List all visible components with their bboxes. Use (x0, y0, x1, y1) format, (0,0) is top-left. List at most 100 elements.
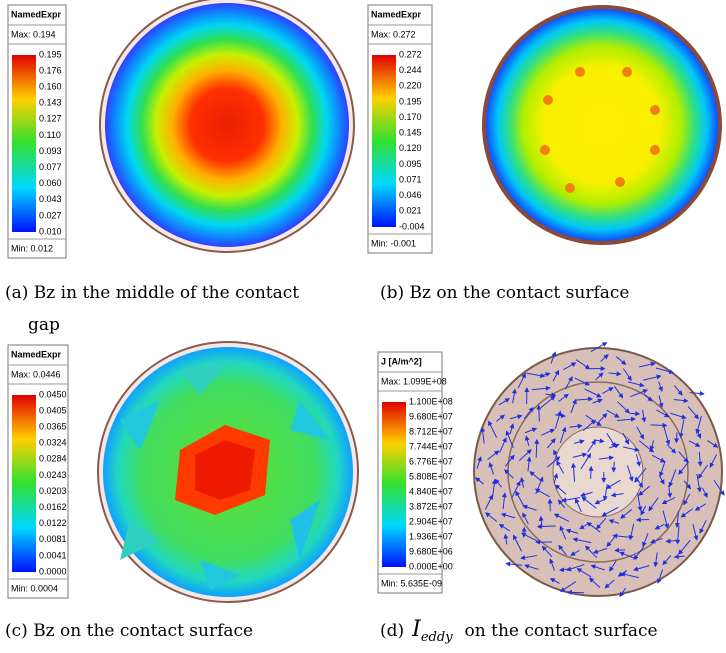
arrow (595, 517, 607, 530)
arrow (499, 437, 507, 453)
legend-label: 0.220 (399, 81, 422, 91)
arrow (503, 533, 509, 545)
arrow (536, 524, 556, 530)
arrow (638, 485, 651, 496)
arrow (617, 401, 630, 414)
arrow (633, 546, 645, 561)
legend-max: Max: 0.0446 (11, 369, 61, 379)
arrow (696, 473, 702, 493)
caption-subscript: eddy (421, 630, 453, 645)
arrow (697, 464, 709, 479)
arrow (541, 545, 553, 558)
legend-label: 0.0450 (39, 389, 67, 399)
arrow (511, 480, 521, 498)
colorbar (12, 55, 36, 232)
arrow (614, 547, 626, 553)
legend-label: 0.0243 (39, 470, 67, 480)
arrow (560, 581, 577, 592)
arrow (612, 533, 632, 539)
caption: (b) Bz on the contact surface (380, 283, 629, 303)
legend-label: 0.095 (399, 159, 422, 169)
legend-min: Min: 0.012 (11, 243, 53, 253)
arrow (480, 426, 486, 444)
arrow (695, 415, 702, 435)
arrow (519, 476, 525, 488)
arrow (640, 505, 647, 516)
arrow (541, 428, 556, 436)
field-a (105, 3, 349, 247)
legend: NamedExpr Max: 0.0446 0.0450 0.0405 0.0365 0.… (7, 344, 69, 599)
arrow (569, 423, 583, 429)
arrow (549, 578, 560, 584)
legend-label: 0.145 (399, 128, 422, 138)
legend-label: 5.808E+07 (409, 471, 453, 481)
arrow (520, 555, 537, 561)
arrow (635, 454, 641, 467)
arrow (620, 508, 633, 519)
arrow (563, 362, 577, 371)
arrow (546, 438, 556, 449)
arrow (488, 461, 494, 475)
legend-label: -0.004 (399, 221, 425, 231)
arrow (554, 484, 567, 495)
legend-label: 0.0162 (39, 502, 67, 512)
arrow (531, 385, 551, 391)
arrow (484, 494, 493, 510)
legend-label: 0.060 (39, 178, 62, 188)
arrow (611, 461, 617, 473)
legend-label: 0.176 (39, 65, 62, 75)
arrow (670, 412, 687, 420)
legend-label: 0.0000 (39, 566, 67, 576)
arrow (592, 547, 608, 554)
arrow (520, 532, 539, 542)
arrow (630, 389, 649, 398)
arrow (634, 467, 647, 483)
arrow (580, 452, 592, 470)
legend-label: 0.127 (39, 114, 62, 124)
arrow (584, 545, 598, 559)
arrow (587, 439, 597, 453)
arrow (565, 528, 579, 534)
arrow (540, 395, 556, 409)
arrow (668, 469, 677, 488)
arrow (582, 419, 597, 432)
legend-label: 0.0081 (39, 534, 67, 544)
arrow (639, 361, 656, 368)
legend-label: 0.195 (399, 96, 422, 106)
arrow (656, 569, 664, 584)
arrow (571, 462, 577, 482)
legend-min: Min: 5.635E-09 (381, 578, 442, 588)
legend-label: 0.046 (399, 190, 422, 200)
arrow (517, 372, 526, 389)
arrow (688, 440, 701, 447)
arrow (522, 504, 537, 511)
legend-label: 0.244 (399, 65, 422, 75)
legend-label: 1.100E+08 (409, 396, 453, 406)
arrow (574, 439, 585, 445)
legend-label: 0.000E+00 (409, 561, 453, 571)
arrow (674, 511, 680, 529)
arrow (549, 558, 556, 571)
legend-label: 0.195 (39, 49, 62, 59)
arrow (604, 579, 615, 589)
arrow (594, 498, 607, 505)
arrow (580, 491, 593, 497)
arrow (678, 539, 691, 555)
arrow (629, 411, 641, 417)
arrow (605, 479, 621, 489)
arrow (588, 577, 601, 588)
arrow (614, 386, 624, 399)
arrow (617, 416, 636, 422)
arrow (526, 456, 532, 472)
caption: gap (28, 315, 60, 335)
arrow (675, 525, 681, 545)
legend-label: 8.712E+07 (409, 426, 453, 436)
caption-symbol: I (411, 617, 422, 642)
arrow (570, 398, 577, 414)
arrow (574, 498, 582, 512)
arrow (658, 395, 664, 409)
arrow (576, 568, 592, 578)
arrow (504, 454, 515, 467)
current-arrows (474, 342, 725, 598)
